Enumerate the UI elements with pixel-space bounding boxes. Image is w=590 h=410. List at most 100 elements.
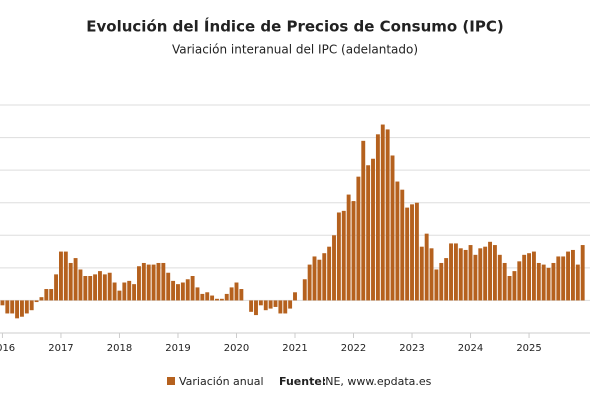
bar [463, 249, 468, 301]
bar [215, 298, 219, 301]
bar [327, 246, 332, 301]
bar [141, 262, 146, 301]
bar [283, 300, 288, 314]
bar [219, 298, 224, 301]
bar [332, 235, 336, 301]
bar [366, 165, 371, 301]
bar [502, 262, 507, 301]
bar [570, 249, 575, 301]
bar [556, 256, 561, 301]
x-tick-label: 2017 [48, 343, 73, 354]
bar [419, 246, 424, 301]
bar [385, 129, 390, 301]
bar [210, 295, 215, 301]
bar [68, 262, 73, 301]
legend: Variación anual Fuente: INE, www.epdata.… [167, 375, 432, 388]
bar [414, 202, 419, 301]
bar [293, 292, 297, 301]
bar [88, 276, 93, 301]
bar [395, 181, 400, 301]
bar [59, 251, 63, 301]
bar [10, 300, 15, 314]
bar [307, 264, 312, 301]
bar [468, 245, 473, 301]
bar [29, 300, 34, 311]
x-tick-label: 2016 [0, 343, 15, 354]
bar [517, 261, 522, 301]
bar [229, 287, 234, 301]
bar [424, 233, 429, 301]
bar [132, 284, 137, 301]
x-tick-label: 2025 [516, 343, 541, 354]
x-tick-label: 2022 [341, 343, 366, 354]
bar [551, 262, 556, 301]
x-tick-label: 2024 [458, 343, 483, 354]
bar [302, 279, 307, 301]
bar [200, 293, 205, 301]
bar [522, 254, 527, 301]
chart-subtitle: Variación interanual del IPC (adelantado… [172, 43, 418, 57]
bar [19, 300, 24, 317]
bar [49, 289, 54, 301]
bar [263, 300, 268, 311]
bar [317, 259, 322, 301]
bar [507, 276, 512, 301]
bar [39, 297, 44, 301]
bar [478, 248, 483, 301]
bar [273, 300, 278, 307]
bar [234, 282, 239, 301]
bar [258, 300, 263, 306]
bar [146, 264, 151, 301]
bar [156, 262, 161, 301]
x-tick-label: 2023 [399, 343, 424, 354]
bar [336, 212, 341, 301]
bar [483, 246, 488, 301]
bar [151, 264, 156, 301]
bar [575, 264, 580, 301]
legend-label: Variación anual [179, 375, 264, 388]
bar [322, 253, 327, 301]
bar [122, 282, 127, 301]
bar [356, 176, 361, 301]
legend-swatch [167, 377, 175, 385]
bar [371, 158, 375, 301]
bar [400, 189, 405, 301]
bar [531, 251, 536, 301]
bar [488, 241, 492, 301]
bar [176, 284, 180, 301]
x-tick-label: 2020 [224, 343, 249, 354]
bar [444, 258, 449, 301]
bar [254, 300, 258, 316]
bar [83, 276, 88, 301]
bar [195, 287, 200, 301]
bar [561, 256, 566, 301]
bar [473, 254, 478, 301]
bar [127, 280, 132, 301]
bar [98, 271, 102, 301]
bar [410, 204, 414, 301]
bar [15, 300, 20, 319]
bar [0, 300, 5, 306]
bar [107, 272, 112, 301]
bar [439, 262, 444, 301]
bar [380, 124, 385, 301]
bar [278, 300, 283, 314]
bar [527, 253, 531, 301]
bar [458, 248, 463, 301]
bar [566, 251, 571, 301]
bar [205, 292, 210, 301]
bar [429, 248, 434, 301]
bar [102, 274, 107, 301]
x-tick-label: 2019 [165, 343, 190, 354]
bar [78, 269, 83, 301]
bar [137, 266, 141, 301]
bar [117, 290, 122, 301]
bar [375, 134, 380, 301]
bar [34, 300, 39, 303]
bar [434, 269, 439, 301]
bar [93, 274, 98, 301]
bar [185, 279, 190, 301]
bar [112, 282, 117, 301]
source-label: Fuente: [279, 375, 326, 388]
